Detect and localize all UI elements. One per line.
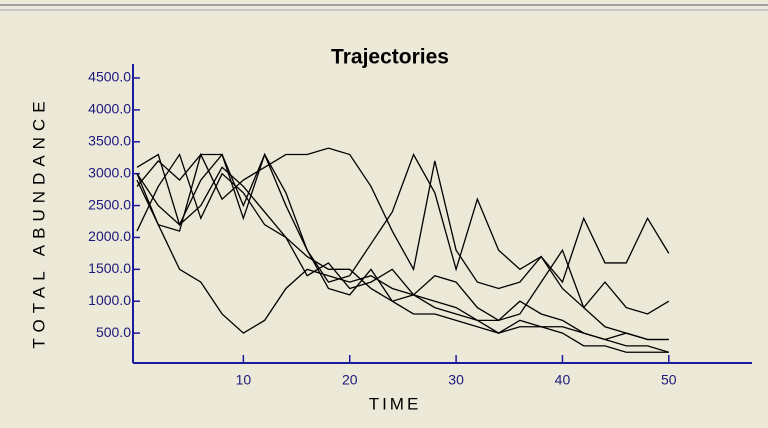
y-tick-label: 3500.0 bbox=[88, 132, 131, 148]
y-tick-label: 2000.0 bbox=[88, 228, 131, 244]
x-tick-label: 20 bbox=[342, 372, 358, 388]
chart-title: Trajectories bbox=[331, 46, 449, 69]
trajectory-line bbox=[136, 152, 670, 353]
y-tick-label: 2500.0 bbox=[88, 196, 131, 212]
x-tick-label: 40 bbox=[555, 372, 571, 388]
x-tick-label: 50 bbox=[661, 372, 677, 388]
trajectory-line bbox=[136, 147, 670, 315]
y-tick-label: 1500.0 bbox=[88, 260, 131, 276]
x-tick-label: 30 bbox=[448, 372, 464, 388]
trajectory-line bbox=[136, 173, 669, 353]
x-tick-label: 10 bbox=[236, 372, 252, 388]
trajectory-line bbox=[136, 166, 669, 341]
y-tick-label: 1000.0 bbox=[88, 292, 131, 308]
y-tick-label: 4500.0 bbox=[88, 69, 131, 85]
y-tick-label: 3000.0 bbox=[88, 164, 131, 180]
y-tick-label: 500.0 bbox=[96, 324, 131, 340]
y-tick-label: 4000.0 bbox=[88, 101, 131, 117]
trajectory-line bbox=[136, 152, 670, 284]
x-axis-label: TIME bbox=[369, 394, 422, 413]
trajectory-line bbox=[136, 153, 669, 341]
y-axis-label: TOTAL ABUNDANCE bbox=[29, 95, 48, 348]
